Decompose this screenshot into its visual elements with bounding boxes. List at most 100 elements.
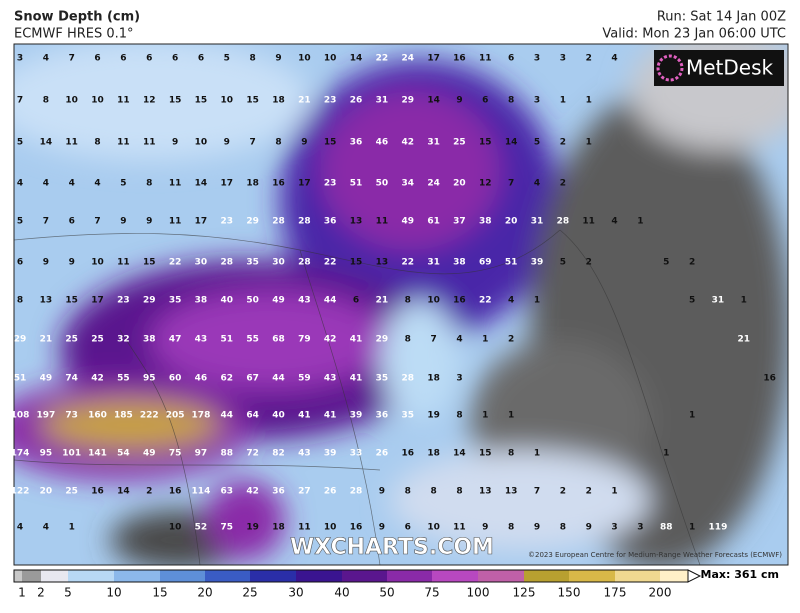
legend-segment — [524, 570, 569, 582]
grid-value: 11 — [453, 523, 466, 533]
legend-label: 125 — [513, 586, 536, 600]
grid-value: 11 — [298, 523, 311, 533]
legend-border — [13, 569, 689, 583]
grid-value: 29 — [376, 335, 389, 345]
grid-value: 38 — [143, 335, 156, 345]
grid-value: 3 — [456, 374, 462, 384]
legend-segment — [14, 570, 22, 582]
legend-segment — [660, 570, 688, 582]
grid-value: 18 — [272, 96, 285, 106]
grid-value: 6 — [69, 217, 75, 227]
grid-value: 32 — [117, 335, 130, 345]
grid-value: 63 — [221, 487, 234, 497]
grid-value: 72 — [246, 449, 259, 459]
grid-value: 46 — [376, 138, 389, 148]
grid-value: 6 — [17, 258, 23, 268]
grid-value: 10 — [324, 523, 337, 533]
grid-value: 8 — [508, 96, 514, 106]
grid-value: 10 — [427, 296, 440, 306]
grid-value: 1 — [611, 487, 617, 497]
legend-label: 200 — [649, 586, 672, 600]
grid-value: 43 — [324, 374, 337, 384]
grid-value: 7 — [17, 96, 23, 106]
grid-value: 15 — [479, 138, 492, 148]
grid-value: 24 — [427, 179, 440, 189]
grid-value: 97 — [195, 449, 208, 459]
grid-value: 59 — [298, 374, 311, 384]
grid-value: 21 — [738, 335, 751, 345]
valid-time: Valid: Mon 23 Jan 06:00 UTC — [602, 27, 786, 42]
grid-value: 95 — [143, 374, 156, 384]
grid-value: 3 — [534, 96, 540, 106]
legend-segment — [342, 570, 387, 582]
grid-value: 5 — [534, 138, 540, 148]
grid-value: 39 — [324, 449, 337, 459]
grid-value: 222 — [140, 411, 159, 421]
grid-value: 36 — [324, 217, 337, 227]
legend-label: 40 — [334, 586, 349, 600]
legend-label: 10 — [106, 586, 121, 600]
legend-label: 100 — [467, 586, 490, 600]
legend: 1 2 5 10 15 20 25 30 40 50 75 100 125 150 175 200 — [13, 569, 702, 600]
grid-value: 7 — [43, 217, 49, 227]
grid-value: 38 — [479, 217, 492, 227]
grid-value: 42 — [91, 374, 104, 384]
grid-value: 11 — [582, 217, 595, 227]
grid-value: 26 — [324, 487, 337, 497]
grid-value: 18 — [272, 523, 285, 533]
grid-value: 22 — [376, 54, 389, 64]
grid-value: 88 — [660, 523, 673, 533]
grid-value: 18 — [427, 374, 440, 384]
grid-value: 8 — [430, 487, 436, 497]
grid-value: 2 — [560, 138, 566, 148]
grid-value: 47 — [169, 335, 182, 345]
grid-value: 41 — [324, 411, 337, 421]
grid-value: 10 — [91, 258, 104, 268]
grid-value: 2 — [560, 487, 566, 497]
grid-value: 43 — [195, 335, 208, 345]
legend-label: 50 — [379, 586, 394, 600]
grid-value: 6 — [482, 96, 488, 106]
grid-value: 13 — [479, 487, 492, 497]
grid-value: 49 — [40, 374, 53, 384]
grid-value: 41 — [350, 335, 363, 345]
grid-value: 6 — [508, 54, 514, 64]
legend-segment — [296, 570, 342, 582]
grid-value: 22 — [169, 258, 182, 268]
legend-segment — [615, 570, 660, 582]
grid-value: 15 — [324, 138, 337, 148]
grid-value: 44 — [272, 374, 285, 384]
grid-value: 73 — [65, 411, 78, 421]
grid-value: 13 — [40, 296, 53, 306]
grid-value: 25 — [91, 335, 104, 345]
grid-value: 51 — [14, 374, 27, 384]
grid-value: 8 — [405, 296, 411, 306]
legend-label: 175 — [604, 586, 627, 600]
grid-value: 1 — [482, 335, 488, 345]
grid-value: 36 — [376, 411, 389, 421]
grid-value: 42 — [246, 487, 259, 497]
grid-value: 25 — [65, 487, 78, 497]
grid-value: 4 — [534, 179, 540, 189]
grid-value: 1 — [560, 96, 566, 106]
grid-value: 35 — [376, 374, 389, 384]
grid-value: 27 — [298, 487, 311, 497]
grid-value: 3 — [534, 54, 540, 64]
grid-value: 36 — [272, 487, 285, 497]
grid-value: 8 — [146, 179, 152, 189]
grid-value: 51 — [350, 179, 363, 189]
grid-value: 11 — [117, 138, 130, 148]
grid-value: 40 — [272, 411, 285, 421]
grid-value: 2 — [689, 258, 695, 268]
value-grid: 3 4 7 6 6 6 6 6 5 8 9 10 10 14 22 24 17 16 11 6 3 3 2 47 8 10 10 11… — [11, 54, 776, 533]
grid-value: 14 — [195, 179, 208, 189]
grid-value: 22 — [324, 258, 337, 268]
grid-value: 11 — [117, 96, 130, 106]
grid-value: 18 — [427, 449, 440, 459]
grid-value: 50 — [246, 296, 259, 306]
grid-value: 7 — [69, 54, 75, 64]
grid-value: 24 — [401, 54, 414, 64]
grid-value: 4 — [43, 179, 49, 189]
grid-value: 17 — [427, 54, 440, 64]
grid-value: 8 — [43, 96, 49, 106]
